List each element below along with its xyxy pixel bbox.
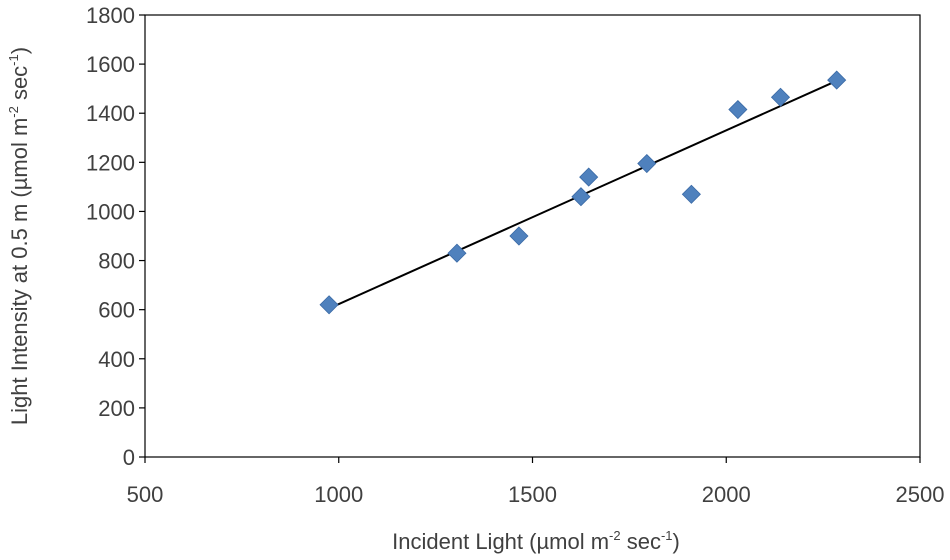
y-tick-label: 1600 bbox=[86, 52, 135, 77]
y-tick-label: 1200 bbox=[86, 150, 135, 175]
data-point bbox=[447, 243, 467, 263]
plot-area-frame bbox=[144, 14, 921, 458]
y-tick-label: 200 bbox=[98, 396, 135, 421]
y-axis-title: Light Intensity at 0.5 m (µmol m-2 sec-1… bbox=[6, 47, 32, 425]
data-point bbox=[579, 167, 599, 187]
x-tick-label: 500 bbox=[127, 482, 164, 507]
data-point bbox=[319, 295, 339, 315]
data-point bbox=[637, 153, 657, 174]
data-point bbox=[827, 70, 847, 90]
data-point bbox=[509, 226, 529, 246]
y-tick-label: 1400 bbox=[86, 101, 135, 126]
x-tick-label: 2000 bbox=[702, 482, 751, 507]
y-tick-label: 1800 bbox=[86, 3, 135, 28]
y-axis-ticks: 0 200 400 600 800 1000 1200 1400 1600 1800 bbox=[86, 3, 145, 470]
y-tick-label: 400 bbox=[98, 347, 135, 372]
data-point bbox=[571, 187, 591, 207]
y-tick-label: 800 bbox=[98, 249, 135, 274]
x-tick-label: 1500 bbox=[508, 482, 557, 507]
y-tick-label: 0 bbox=[123, 445, 135, 470]
x-tick-label: 2500 bbox=[896, 482, 945, 507]
x-tick-label: 1000 bbox=[314, 482, 363, 507]
x-axis-ticks: 500 1000 1500 2000 2500 bbox=[127, 457, 945, 507]
data-point bbox=[681, 184, 701, 204]
data-points bbox=[319, 70, 847, 315]
data-point bbox=[770, 87, 791, 107]
data-point bbox=[728, 99, 748, 120]
x-axis-title: Incident Light (µmol m-2 sec-1) bbox=[392, 528, 680, 554]
y-tick-label: 1000 bbox=[86, 199, 135, 224]
y-tick-label: 600 bbox=[98, 298, 135, 323]
